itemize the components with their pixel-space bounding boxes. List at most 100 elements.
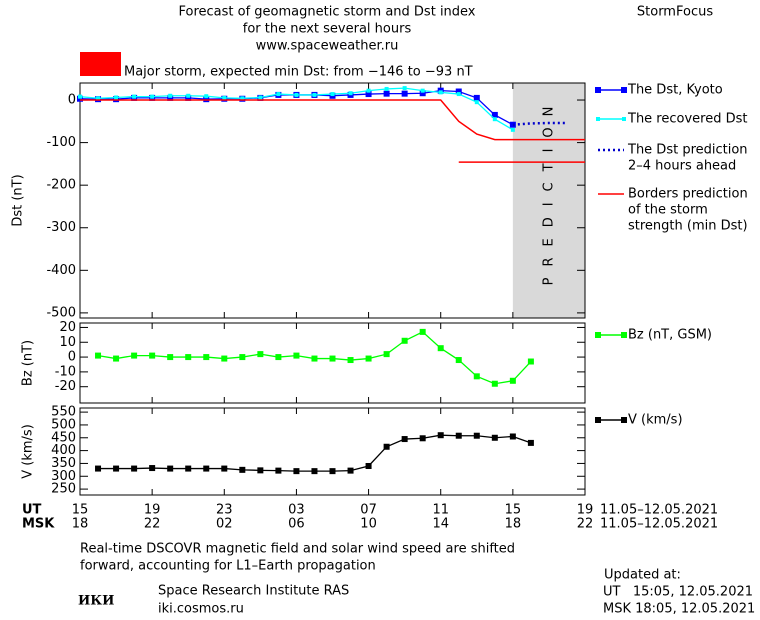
institute: Space Research Institute RAS <box>158 584 349 599</box>
data-point <box>509 433 516 440</box>
x-tick-label: 18 <box>72 517 89 532</box>
data-point <box>293 352 300 359</box>
data-point <box>456 92 461 97</box>
series-line <box>98 434 532 472</box>
legend-label: The recovered Dst <box>627 112 747 127</box>
data-point <box>348 91 353 96</box>
title: Forecast of geomagnetic storm and Dst in… <box>178 5 475 20</box>
y-tick-label: -500 <box>46 305 76 320</box>
x-row-name: MSK <box>22 517 55 532</box>
data-point <box>150 94 155 99</box>
data-point <box>455 357 462 364</box>
data-point <box>383 351 390 358</box>
data-point <box>167 354 174 361</box>
data-point <box>455 432 462 439</box>
plot-frame <box>79 322 586 404</box>
data-point <box>131 352 138 359</box>
x-tick-label: 22 <box>144 517 161 532</box>
data-point <box>167 94 174 101</box>
site: iki.cosmos.ru <box>158 602 244 617</box>
logo: ИКИ <box>78 594 114 609</box>
data-point <box>275 354 282 361</box>
data-point <box>365 355 372 362</box>
data-point <box>509 377 516 384</box>
x-tick-label: 11 <box>432 503 449 518</box>
data-point <box>312 92 317 97</box>
y-tick-label: 550 <box>51 405 76 420</box>
series-line <box>512 121 567 126</box>
x-tick-label: 10 <box>360 517 377 532</box>
data-point <box>527 439 534 446</box>
x-tick-label: 15 <box>505 503 522 518</box>
data-point <box>77 95 83 102</box>
y-tick-label: 0 <box>68 93 76 108</box>
x-row-name: UT <box>22 503 42 518</box>
data-point <box>384 86 389 91</box>
data-point <box>347 467 354 474</box>
y-tick-label: -400 <box>46 263 76 278</box>
y-tick-label: 10 <box>59 335 76 350</box>
data-point <box>221 465 228 472</box>
y-axis-title: V (km/s) <box>21 424 36 479</box>
data-point <box>186 93 191 98</box>
y-tick-label: 350 <box>51 456 76 471</box>
data-point <box>383 443 390 450</box>
x-tick-label: 03 <box>288 503 305 518</box>
legend-marker <box>621 87 627 93</box>
data-point <box>311 355 318 362</box>
data-point <box>420 88 425 93</box>
data-point <box>239 466 246 473</box>
data-point <box>329 355 336 362</box>
data-point <box>114 95 119 100</box>
legend-label: The Dst, Kyoto <box>627 83 723 98</box>
data-point <box>419 435 426 442</box>
data-point <box>276 92 281 97</box>
y-tick-label: 250 <box>51 482 76 497</box>
legend-label: Borders prediction <box>628 187 748 202</box>
date-range: 11.05–12.05.2021 <box>600 503 718 518</box>
data-point <box>203 354 210 361</box>
legend-marker <box>595 87 601 93</box>
updated-label: Updated at: <box>604 568 681 583</box>
data-point <box>474 100 479 105</box>
data-point <box>222 95 227 100</box>
legend-label: of the storm <box>628 203 708 218</box>
legend-label: The Dst prediction <box>627 143 748 158</box>
data-point <box>365 463 372 469</box>
y-axis-title: Dst (nT) <box>11 174 26 226</box>
x-tick-label: 06 <box>288 517 305 532</box>
data-point <box>149 352 156 359</box>
data-point <box>419 328 426 335</box>
x-tick-label: 19 <box>577 503 594 518</box>
y-tick-label: -200 <box>46 178 76 193</box>
data-point <box>168 93 173 98</box>
legend-label: Bz (nT, GSM) <box>628 328 712 343</box>
data-point <box>365 91 372 98</box>
data-point <box>473 94 480 101</box>
data-point <box>366 88 371 93</box>
storm-swatch <box>80 52 121 76</box>
y-tick-label: 500 <box>51 417 76 432</box>
x-tick-label: 14 <box>432 517 449 532</box>
data-point <box>419 90 426 97</box>
x-tick-label: 18 <box>505 517 522 532</box>
data-point <box>401 90 408 97</box>
data-point <box>113 355 120 362</box>
data-point <box>185 354 192 361</box>
legend-marker <box>621 332 627 338</box>
data-point <box>78 94 82 99</box>
data-point <box>455 88 462 95</box>
storm-label: Major storm, expected min Dst: from −146… <box>124 65 473 80</box>
y-tick-label: -100 <box>46 135 76 150</box>
data-point <box>492 117 497 122</box>
data-point <box>438 90 443 95</box>
legend-label: 2–4 hours ahead <box>628 159 736 174</box>
legend-marker <box>595 332 601 338</box>
data-point <box>491 380 498 387</box>
y-tick-label: 20 <box>59 320 76 335</box>
data-point <box>257 351 264 358</box>
footer-note: Real-time DSCOVR magnetic field and sola… <box>80 542 515 557</box>
data-point <box>275 467 282 474</box>
x-tick-label: 19 <box>144 503 161 518</box>
